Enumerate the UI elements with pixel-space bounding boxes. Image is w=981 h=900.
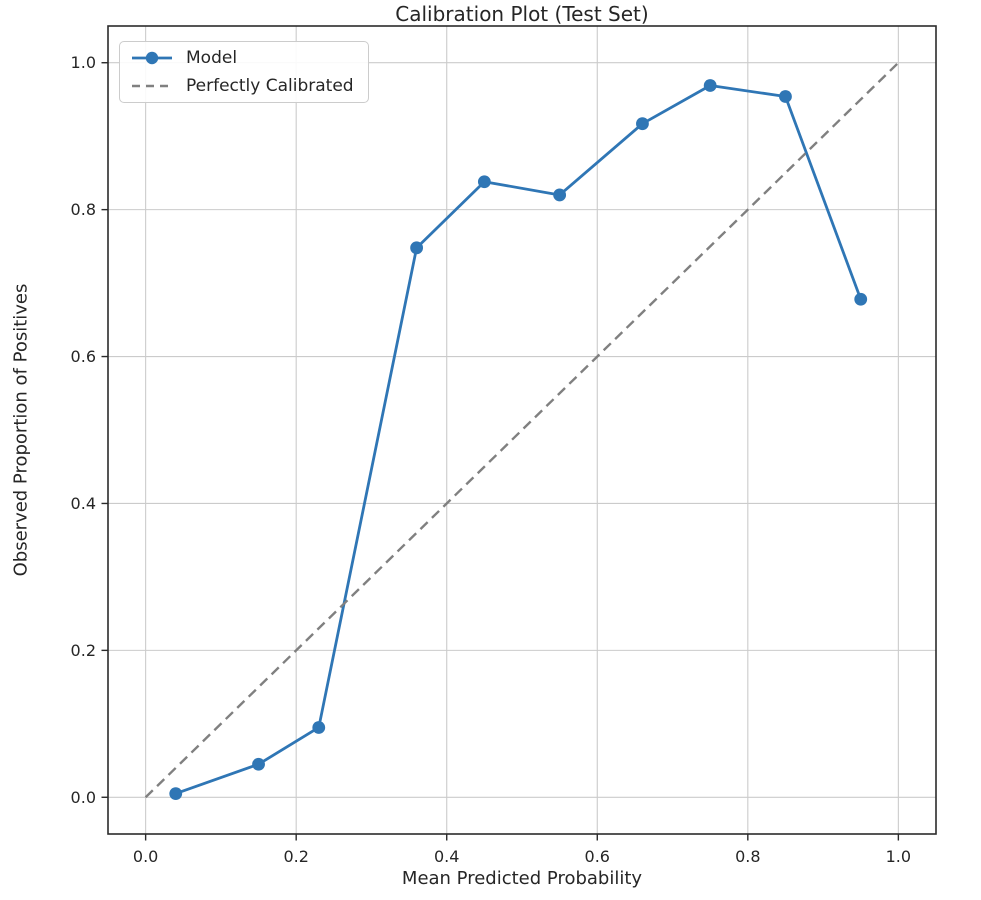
legend-item-model: Model [130,44,354,72]
legend-label-model: Model [186,48,238,68]
y-tick-label: 0.8 [71,200,96,219]
y-tick-label: 0.2 [71,641,96,660]
model-point-marker [252,757,265,771]
x-tick-label: 0.8 [735,847,760,866]
model-point-marker [636,117,649,131]
legend-item-perfectly-calibrated: Perfectly Calibrated [130,72,354,100]
model-point-marker [779,90,792,103]
x-tick-label: 0.4 [434,847,459,866]
model-swatch-dot [145,51,159,65]
x-tick-label: 0.0 [133,847,158,866]
x-tick-label: 0.2 [283,847,308,866]
model-point-marker [312,721,326,734]
plot-border [107,25,937,835]
perfectly-calibrated-line [144,61,900,799]
x-tick-label: 0.6 [585,847,610,866]
model-point-marker [854,292,868,306]
chart-title: Calibration Plot (Test Set) [395,2,649,26]
dashed-line-icon [132,84,172,88]
legend: Model Perfectly Calibrated [119,41,369,103]
y-tick-label: 0.6 [71,347,96,366]
y-axis-label: Observed Proportion of Positives [10,283,32,577]
legend-label-perfectly-calibrated: Perfectly Calibrated [186,76,354,96]
y-tick-label: 0.0 [71,788,96,807]
y-tick-label: 1.0 [71,53,96,72]
model-line [175,84,863,795]
model-line-marker-icon [132,51,172,65]
model-point-marker [553,188,567,202]
x-tick-label: 1.0 [886,847,911,866]
model-point-marker [169,787,183,800]
model-point-marker [477,175,491,189]
x-axis-label: Mean Predicted Probability [401,868,643,889]
model-point-marker [703,79,717,92]
model-point-marker [410,241,424,255]
y-tick-label: 0.4 [71,494,96,513]
